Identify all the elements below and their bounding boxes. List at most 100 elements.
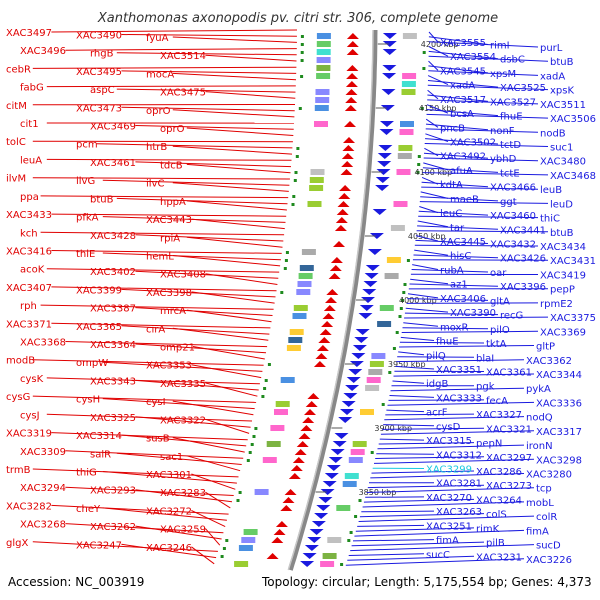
gene-label-forward[interactable]: gltP <box>536 342 555 353</box>
gene-label-reverse[interactable]: salR <box>90 449 111 460</box>
gene-label-forward[interactable]: XAC3226 <box>526 555 572 566</box>
gene-label-reverse[interactable]: ppa <box>20 192 39 203</box>
gene-label-reverse[interactable]: XAC3314 <box>76 431 122 442</box>
gene-label-reverse[interactable]: XAC3353 <box>146 361 192 372</box>
gene-label-forward[interactable]: XAC3419 <box>540 270 586 281</box>
gene-label-reverse[interactable]: XAC3443 <box>146 215 192 226</box>
gene-label-reverse[interactable]: omp21 <box>160 343 195 354</box>
gene-label-reverse[interactable]: tolC <box>6 137 26 148</box>
gene-label-reverse[interactable]: htrB <box>146 142 167 153</box>
gene-label-reverse[interactable]: XAC3335 <box>160 379 206 390</box>
gene-label-reverse[interactable]: pfkA <box>76 213 99 224</box>
gene-label-reverse[interactable]: sac1 <box>160 452 183 463</box>
gene-label-forward[interactable]: XAC3298 <box>536 455 582 466</box>
gene-label-reverse[interactable]: XAC3371 <box>6 319 52 330</box>
gene-label-forward[interactable]: purL <box>540 43 563 54</box>
gene-label-forward[interactable]: XAC3445 <box>440 237 486 248</box>
gene-label-forward[interactable]: tctE <box>500 168 520 179</box>
gene-label-reverse[interactable]: XAC3325 <box>90 413 136 424</box>
gene-label-reverse[interactable]: XAC3262 <box>90 522 136 533</box>
gene-label-forward[interactable]: pilB <box>486 538 505 549</box>
gene-label-forward[interactable]: XAC3281 <box>436 479 482 490</box>
gene-label-forward[interactable]: pilQ <box>426 351 446 362</box>
gene-label-reverse[interactable]: XAC3490 <box>76 31 122 42</box>
gene-label-forward[interactable]: XAC3426 <box>500 254 546 265</box>
gene-label-reverse[interactable]: susB <box>146 434 170 445</box>
gene-label-reverse[interactable]: rph <box>20 301 37 312</box>
gene-label-reverse[interactable]: XAC3495 <box>76 67 122 78</box>
gene-label-reverse[interactable]: XAC3407 <box>6 283 52 294</box>
gene-label-forward[interactable]: gltA <box>490 296 510 307</box>
gene-label-reverse[interactable]: XAC3416 <box>6 246 52 257</box>
gene-label-forward[interactable]: XAC3273 <box>486 481 532 492</box>
gene-label-reverse[interactable]: XAC3475 <box>160 88 206 99</box>
gene-label-reverse[interactable]: XAC3514 <box>160 51 206 62</box>
gene-label-reverse[interactable]: cysH <box>76 395 100 406</box>
gene-label-reverse[interactable]: rhgB <box>90 49 114 60</box>
gene-label-forward[interactable]: XAC3466 <box>490 183 536 194</box>
gene-label-reverse[interactable]: XAC3365 <box>76 322 122 333</box>
gene-label-forward[interactable]: XAC3480 <box>540 157 586 168</box>
gene-label-reverse[interactable]: XAC3368 <box>20 338 66 349</box>
gene-label-forward[interactable]: XAC3312 <box>436 450 482 461</box>
gene-label-forward[interactable]: oar <box>490 268 507 279</box>
gene-label-forward[interactable]: XAC3502 <box>450 138 496 149</box>
gene-label-reverse[interactable]: ilvC <box>146 179 164 190</box>
gene-label-reverse[interactable]: XAC3268 <box>20 520 66 531</box>
gene-label-forward[interactable]: rubA <box>440 265 464 276</box>
gene-label-forward[interactable]: XAC3317 <box>536 427 582 438</box>
gene-label-forward[interactable]: XAC3270 <box>426 493 472 504</box>
gene-label-reverse[interactable]: XAC3461 <box>90 158 136 169</box>
gene-label-forward[interactable]: pilO <box>490 325 510 336</box>
gene-label-reverse[interactable]: fabG <box>20 83 44 94</box>
gene-label-forward[interactable]: XAC3336 <box>536 398 582 409</box>
gene-label-forward[interactable]: tcp <box>536 484 552 495</box>
gene-label-reverse[interactable]: XAC3364 <box>90 340 136 351</box>
gene-label-reverse[interactable]: XAC3319 <box>6 429 52 440</box>
gene-label-reverse[interactable]: kch <box>20 228 38 239</box>
gene-label-forward[interactable]: btuB <box>550 228 574 239</box>
gene-label-forward[interactable]: thiC <box>540 214 560 225</box>
gene-label-forward[interactable]: rimI <box>490 41 510 52</box>
gene-label-reverse[interactable]: cit1 <box>20 119 39 130</box>
gene-label-forward[interactable]: pepN <box>476 439 502 450</box>
gene-label-forward[interactable]: xpsK <box>550 86 574 97</box>
gene-label-reverse[interactable]: XAC3293 <box>90 486 136 497</box>
gene-label-forward[interactable]: pepP <box>550 285 575 296</box>
gene-label-reverse[interactable]: cheY <box>76 504 101 515</box>
gene-label-reverse[interactable]: XAC3408 <box>160 270 206 281</box>
gene-label-forward[interactable]: pgk <box>476 382 495 393</box>
gene-label-reverse[interactable]: XAC3343 <box>90 376 136 387</box>
gene-label-reverse[interactable]: modB <box>6 356 35 367</box>
gene-label-forward[interactable]: leuD <box>550 199 573 210</box>
gene-label-reverse[interactable]: cysI <box>146 397 166 408</box>
gene-label-forward[interactable]: XAC3525 <box>500 83 546 94</box>
gene-label-reverse[interactable]: XAC3272 <box>146 506 192 517</box>
gene-label-reverse[interactable]: XAC3282 <box>6 501 52 512</box>
gene-label-forward[interactable]: colR <box>536 512 557 523</box>
gene-label-reverse[interactable]: XAC3402 <box>90 267 136 278</box>
gene-label-forward[interactable]: nodB <box>540 128 566 139</box>
gene-label-reverse[interactable]: XAC3283 <box>160 488 206 499</box>
gene-label-forward[interactable]: fhuE <box>500 112 523 123</box>
gene-label-forward[interactable]: nodQ <box>526 413 553 424</box>
gene-label-reverse[interactable]: ompW <box>76 358 108 369</box>
gene-label-forward[interactable]: XAC3369 <box>540 327 586 338</box>
gene-label-forward[interactable]: XAC3555 <box>440 38 486 49</box>
gene-label-forward[interactable]: pykA <box>526 384 551 395</box>
gene-label-reverse[interactable]: leuA <box>20 155 42 166</box>
gene-label-reverse[interactable]: XAC3247 <box>76 540 122 551</box>
gene-label-reverse[interactable]: cysK <box>20 374 44 385</box>
gene-label-reverse[interactable]: mocA <box>146 69 174 80</box>
gene-label-reverse[interactable]: XAC3398 <box>146 288 192 299</box>
gene-label-forward[interactable]: leuC <box>440 209 462 220</box>
gene-label-forward[interactable]: XAC3231 <box>476 552 522 563</box>
gene-label-forward[interactable]: XAC3315 <box>426 436 472 447</box>
gene-label-reverse[interactable]: citM <box>6 101 27 112</box>
gene-label-forward[interactable]: ironN <box>526 441 553 452</box>
gene-label-reverse[interactable]: trmB <box>6 465 31 476</box>
gene-label-reverse[interactable]: btuB <box>90 194 114 205</box>
gene-label-reverse[interactable]: XAC3473 <box>76 103 122 114</box>
gene-label-forward[interactable]: kdtA <box>440 180 463 191</box>
gene-label-forward[interactable]: XAC3492 <box>440 152 486 163</box>
